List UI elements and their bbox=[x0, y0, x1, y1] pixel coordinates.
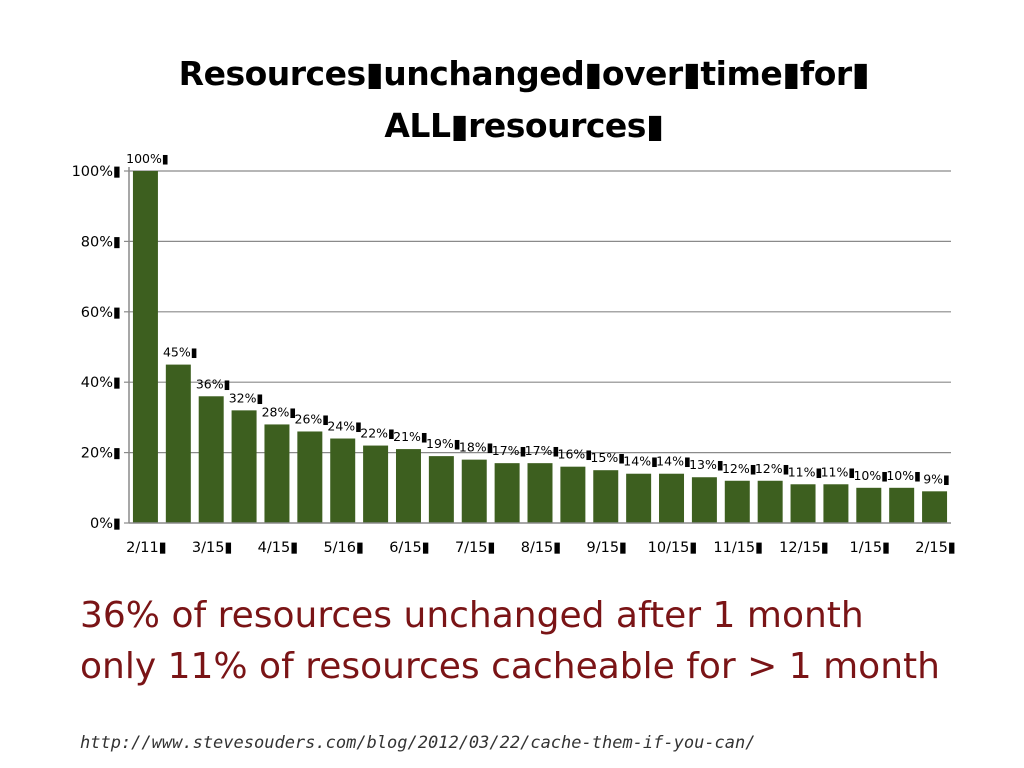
x-tick-label: 9/15▮ bbox=[586, 540, 627, 556]
x-tick-label: 1/15▮ bbox=[850, 540, 891, 556]
data-label: 26%▮ bbox=[295, 411, 330, 426]
data-label: 19%▮ bbox=[426, 436, 461, 451]
data-label: 14%▮ bbox=[623, 454, 658, 469]
data-label: 24%▮ bbox=[327, 419, 362, 434]
bar bbox=[527, 463, 553, 523]
bar bbox=[593, 470, 619, 523]
callout-text: 36% of resources unchanged after 1 month… bbox=[80, 590, 940, 692]
data-label: 28%▮ bbox=[262, 404, 297, 419]
x-tick-label: 5/16▮ bbox=[323, 540, 364, 556]
data-label: 9%▮ bbox=[923, 471, 950, 486]
chart-title-line-1: Resources▮unchanged▮over▮time▮for▮ bbox=[178, 54, 870, 93]
x-tick-label: 7/15▮ bbox=[455, 540, 496, 556]
data-label: 12%▮ bbox=[722, 461, 757, 476]
bar bbox=[856, 487, 882, 523]
y-tick-label: 20%▮ bbox=[81, 446, 121, 462]
bar bbox=[461, 459, 487, 523]
data-label: 11%▮ bbox=[788, 464, 823, 479]
bar bbox=[395, 449, 421, 523]
data-label: 16%▮ bbox=[558, 447, 593, 462]
data-label: 11%▮ bbox=[821, 464, 856, 479]
x-tick-label: 4/15▮ bbox=[258, 540, 299, 556]
data-label: 32%▮ bbox=[229, 390, 264, 405]
y-tick-label: 40%▮ bbox=[81, 375, 121, 391]
callout-line-1: 36% of resources unchanged after 1 month bbox=[80, 595, 864, 636]
bar bbox=[790, 484, 816, 523]
chart-title: Resources▮unchanged▮over▮time▮for▮ ALL▮r… bbox=[0, 48, 1024, 152]
bar bbox=[330, 438, 356, 523]
bar bbox=[922, 491, 948, 523]
callout-line-2: only 11% of resources cacheable for > 1 … bbox=[80, 646, 940, 687]
bar bbox=[132, 171, 158, 523]
x-tick-label: 2/15▮ bbox=[915, 540, 956, 556]
data-label: 17%▮ bbox=[525, 443, 560, 458]
x-tick-label: 12/15▮ bbox=[779, 540, 829, 556]
x-tick-label: 2/11▮ bbox=[126, 540, 167, 556]
bar bbox=[428, 456, 454, 523]
bar bbox=[626, 473, 652, 523]
data-label: 12%▮ bbox=[755, 461, 790, 476]
bar bbox=[823, 484, 849, 523]
bar bbox=[889, 487, 915, 523]
bar bbox=[231, 410, 257, 523]
data-label: 14%▮ bbox=[656, 454, 691, 469]
data-label: 21%▮ bbox=[393, 429, 428, 444]
x-tick-label: 10/15▮ bbox=[648, 540, 698, 556]
bar bbox=[724, 480, 750, 523]
bar bbox=[560, 466, 586, 523]
bar bbox=[363, 445, 389, 523]
source-url: http://www.stevesouders.com/blog/2012/03… bbox=[80, 733, 756, 753]
bar bbox=[165, 364, 191, 523]
bar bbox=[264, 424, 290, 523]
bar bbox=[494, 463, 520, 523]
data-label: 36%▮ bbox=[196, 376, 231, 391]
x-tick-label: 8/15▮ bbox=[521, 540, 562, 556]
data-label: 10%▮ bbox=[886, 468, 921, 483]
bar bbox=[691, 477, 717, 523]
y-tick-label: 60%▮ bbox=[81, 305, 121, 321]
axes bbox=[124, 167, 951, 524]
data-label: 10%▮ bbox=[853, 468, 888, 483]
chart-title-line-2: ALL▮resources▮ bbox=[384, 106, 664, 145]
data-label: 18%▮ bbox=[459, 440, 494, 455]
data-label: 100%▮ bbox=[126, 151, 169, 166]
x-tick-label: 3/15▮ bbox=[192, 540, 233, 556]
y-tick-label: 0%▮ bbox=[90, 516, 121, 532]
data-label: 45%▮ bbox=[163, 345, 198, 360]
bar bbox=[757, 480, 783, 523]
bar bbox=[198, 396, 224, 523]
x-tick-label: 6/15▮ bbox=[389, 540, 430, 556]
bar bbox=[659, 473, 685, 523]
data-label: 15%▮ bbox=[590, 450, 625, 465]
bar bbox=[297, 431, 323, 523]
y-tick-label: 100%▮ bbox=[72, 164, 121, 180]
labels: 0%▮ 20%▮ 40%▮ 60%▮ 80%▮ 100%▮ 100%▮ 2/11▮ 45%▮ 36… bbox=[72, 151, 956, 556]
data-label: 17%▮ bbox=[492, 443, 527, 458]
data-label: 22%▮ bbox=[360, 426, 395, 441]
y-tick-label: 80%▮ bbox=[81, 234, 121, 250]
data-label: 13%▮ bbox=[689, 457, 724, 472]
bars bbox=[132, 171, 948, 523]
x-tick-label: 11/15▮ bbox=[713, 540, 763, 556]
